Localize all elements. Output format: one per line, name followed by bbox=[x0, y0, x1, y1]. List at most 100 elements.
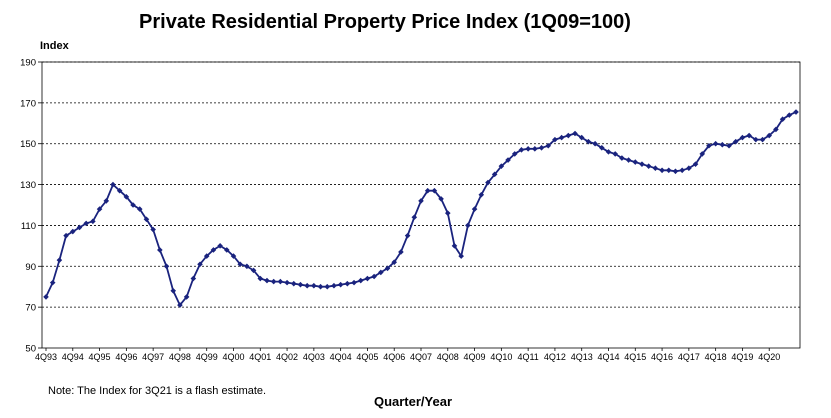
data-point bbox=[679, 167, 685, 174]
x-tick-label: 4Q09 bbox=[464, 352, 486, 362]
data-point bbox=[632, 159, 639, 165]
gridlines bbox=[42, 61, 800, 308]
data-point bbox=[538, 145, 545, 151]
data-point bbox=[264, 277, 270, 284]
data-point bbox=[63, 232, 69, 239]
data-point bbox=[411, 214, 418, 221]
data-point bbox=[290, 280, 297, 287]
data-point bbox=[143, 216, 150, 223]
data-point bbox=[625, 157, 632, 163]
data-point bbox=[257, 275, 264, 282]
y-tick-label: 70 bbox=[25, 303, 36, 314]
x-tick-label: 4Q16 bbox=[651, 352, 673, 362]
data-point bbox=[270, 278, 277, 285]
data-point bbox=[304, 282, 310, 289]
data-point bbox=[739, 134, 746, 141]
data-point bbox=[56, 257, 63, 263]
y-axis-ticks: 50 70 90 110 130 150 170 190 bbox=[20, 58, 42, 355]
data-point bbox=[746, 132, 752, 139]
data-point bbox=[351, 279, 357, 286]
data-point bbox=[183, 294, 190, 300]
data-point bbox=[692, 161, 699, 167]
data-point bbox=[357, 277, 364, 284]
x-tick-label: 4Q07 bbox=[410, 352, 432, 362]
data-point bbox=[43, 294, 49, 300]
data-point bbox=[592, 140, 598, 147]
data-markers bbox=[43, 109, 799, 308]
data-point bbox=[83, 220, 89, 227]
data-point bbox=[297, 281, 304, 288]
data-point bbox=[458, 253, 464, 259]
data-point bbox=[773, 126, 779, 133]
data-point bbox=[431, 187, 438, 194]
data-point bbox=[244, 263, 250, 270]
data-point bbox=[444, 210, 451, 216]
y-tick-label: 50 bbox=[25, 344, 36, 355]
x-tick-label: 4Q10 bbox=[490, 352, 512, 362]
data-point bbox=[645, 163, 652, 169]
data-point bbox=[384, 265, 391, 272]
x-tick-label: 4Q93 bbox=[35, 352, 57, 362]
data-point bbox=[190, 275, 197, 282]
data-point bbox=[471, 206, 478, 212]
data-point bbox=[753, 136, 759, 143]
data-point bbox=[110, 181, 116, 188]
data-point bbox=[96, 206, 103, 212]
data-point bbox=[545, 142, 552, 149]
plot-area-frame bbox=[41, 61, 801, 349]
data-point bbox=[759, 136, 766, 143]
data-point bbox=[418, 198, 424, 204]
data-point bbox=[605, 149, 612, 155]
y-tick-label: 170 bbox=[20, 98, 36, 109]
data-point bbox=[732, 138, 739, 145]
data-point bbox=[686, 165, 692, 172]
data-point bbox=[578, 134, 585, 141]
data-point bbox=[699, 151, 706, 157]
data-point bbox=[665, 167, 672, 174]
x-tick-label: 4Q14 bbox=[597, 352, 619, 362]
data-point bbox=[612, 151, 618, 157]
data-point bbox=[505, 157, 511, 163]
data-point bbox=[324, 283, 331, 290]
data-point bbox=[344, 280, 351, 287]
footnote: Note: The Index for 3Q21 is a flash esti… bbox=[48, 385, 266, 397]
data-point bbox=[364, 275, 371, 282]
data-point bbox=[210, 247, 217, 253]
data-point bbox=[518, 147, 525, 153]
data-point bbox=[130, 202, 136, 208]
data-point bbox=[779, 116, 786, 122]
y-tick-label: 150 bbox=[20, 139, 36, 150]
data-point bbox=[398, 249, 404, 255]
data-point bbox=[116, 187, 123, 194]
data-point bbox=[558, 134, 565, 141]
data-point bbox=[224, 247, 230, 253]
x-tick-label: 4Q05 bbox=[356, 352, 378, 362]
data-point bbox=[391, 259, 398, 265]
y-tick-label: 90 bbox=[25, 262, 36, 273]
x-tick-label: 4Q96 bbox=[115, 352, 137, 362]
data-point bbox=[197, 261, 203, 268]
data-point bbox=[478, 191, 485, 198]
x-tick-label: 4Q18 bbox=[705, 352, 727, 362]
data-point bbox=[237, 261, 243, 268]
data-point bbox=[706, 142, 712, 149]
data-point bbox=[485, 179, 491, 186]
data-point bbox=[659, 167, 665, 174]
data-point bbox=[639, 161, 645, 167]
data-point bbox=[719, 141, 726, 148]
x-axis-ticks: 4Q93 4Q94 4Q95 4Q96 4Q97 4Q98 4Q99 4Q00 4Q01 4Q02… bbox=[35, 348, 780, 362]
data-point bbox=[766, 132, 773, 139]
data-point bbox=[90, 218, 96, 225]
data-point bbox=[438, 196, 444, 202]
x-tick-label: 4Q97 bbox=[142, 352, 164, 362]
data-point bbox=[599, 145, 605, 151]
data-point bbox=[511, 151, 518, 157]
data-point bbox=[170, 288, 177, 294]
series-line bbox=[45, 111, 797, 307]
x-tick-label: 4Q94 bbox=[62, 352, 84, 362]
data-point bbox=[378, 269, 384, 276]
data-point bbox=[726, 142, 732, 149]
data-point bbox=[157, 247, 163, 253]
data-point bbox=[123, 194, 130, 200]
